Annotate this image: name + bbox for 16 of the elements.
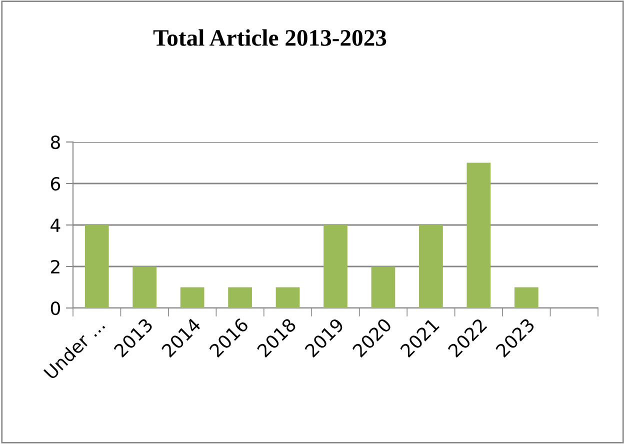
y-tick-label: 8 <box>50 135 60 150</box>
bar <box>276 287 300 308</box>
bar <box>514 287 538 308</box>
bar <box>466 162 491 308</box>
bar <box>180 287 204 308</box>
bar <box>371 266 396 308</box>
bar <box>419 225 443 308</box>
bar <box>132 266 157 308</box>
y-tick-label: 2 <box>51 260 60 274</box>
chart-title: Total Article 2013-2023 <box>153 29 386 46</box>
y-tick-label: 4 <box>50 218 60 232</box>
y-tick-label: 6 <box>50 176 60 191</box>
y-tick-label: 0 <box>50 301 60 316</box>
bar <box>228 287 252 308</box>
bar <box>324 225 348 308</box>
bar <box>84 225 109 308</box>
